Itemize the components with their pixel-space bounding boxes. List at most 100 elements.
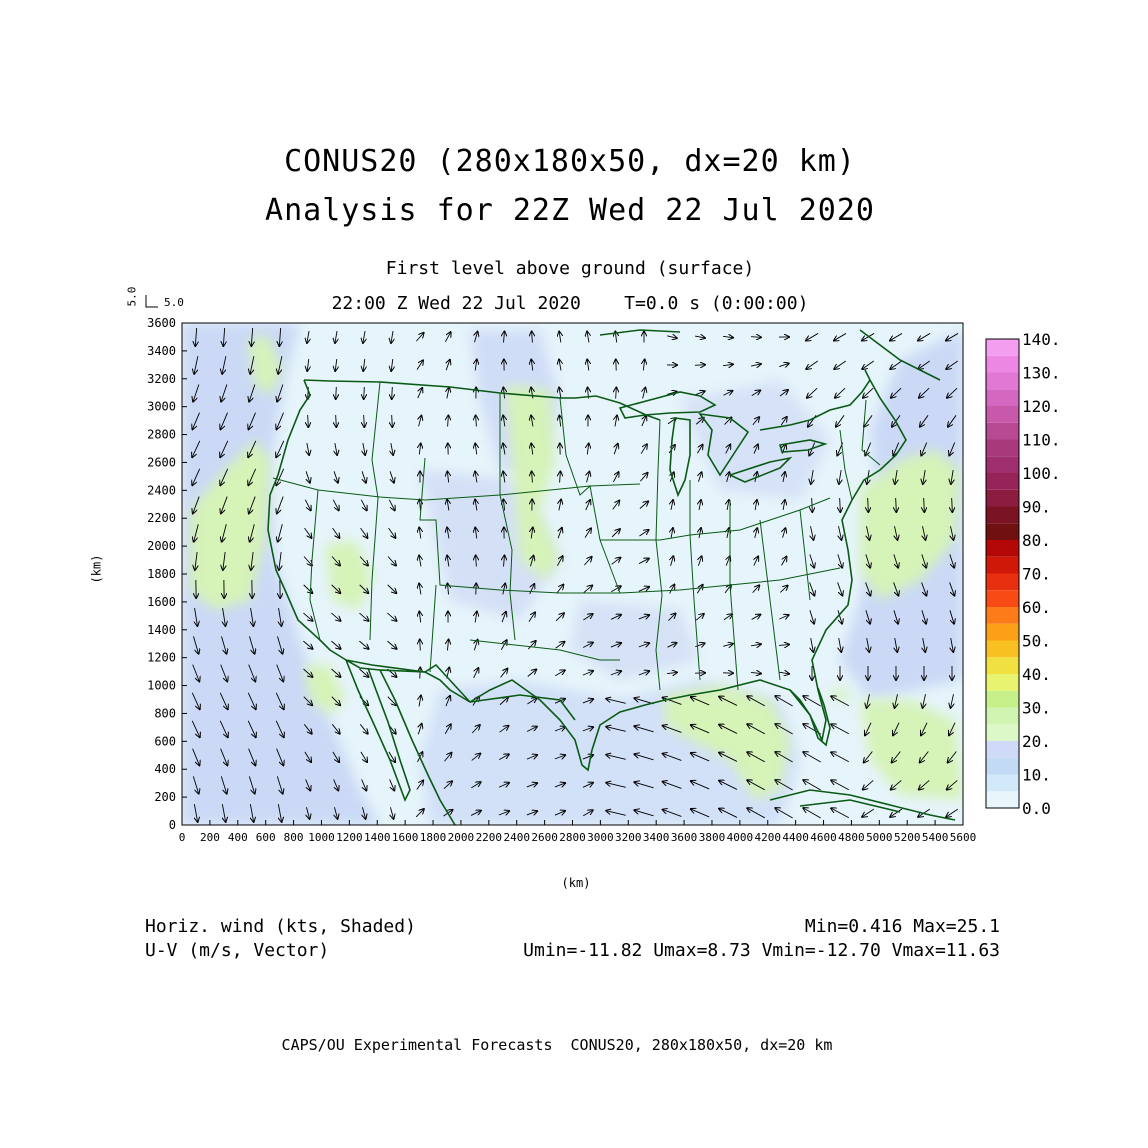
wind-vector bbox=[446, 696, 450, 707]
wind-vector bbox=[498, 783, 509, 788]
wind-vector bbox=[475, 612, 477, 623]
wind-vector bbox=[949, 610, 954, 623]
wind-vector bbox=[554, 727, 565, 731]
wind-vector bbox=[919, 780, 930, 789]
wind-vector bbox=[448, 416, 449, 427]
wind-vector bbox=[918, 333, 931, 340]
wind-vector bbox=[750, 672, 761, 673]
wind-vector bbox=[639, 501, 648, 509]
colorbar-label: 10. bbox=[1022, 766, 1051, 785]
wind-vector bbox=[890, 333, 903, 340]
wind-vector bbox=[671, 528, 673, 539]
colorbar-label: 70. bbox=[1022, 565, 1051, 584]
y-tick-label: 1000 bbox=[147, 679, 176, 693]
wind-vector bbox=[921, 610, 926, 623]
colorbar-swatch bbox=[986, 741, 1019, 758]
wind-vector bbox=[667, 392, 677, 395]
wind-vector bbox=[278, 524, 283, 541]
wind-vector bbox=[864, 415, 873, 426]
wind-vector bbox=[531, 444, 533, 455]
wind-vector bbox=[474, 640, 477, 651]
wind-vector bbox=[610, 615, 621, 620]
wind-vector bbox=[727, 528, 729, 538]
wind-vector bbox=[277, 496, 284, 514]
wind-vector bbox=[502, 612, 506, 623]
wind-vector bbox=[611, 558, 621, 565]
wind-vector bbox=[923, 526, 926, 540]
wind-vector bbox=[503, 416, 505, 427]
wind-vector bbox=[778, 672, 789, 674]
wind-vector bbox=[331, 724, 339, 733]
wind-vector bbox=[663, 810, 682, 817]
wind-vector bbox=[558, 528, 562, 539]
wind-vector bbox=[893, 582, 899, 595]
shaded-field-label: Horiz. wind (kts, Shaded) bbox=[145, 916, 416, 937]
wind-vector bbox=[419, 444, 420, 455]
colorbar-label: 20. bbox=[1022, 732, 1051, 751]
wind-vector bbox=[555, 613, 564, 622]
wind-vector bbox=[666, 672, 677, 673]
wind-vector bbox=[476, 416, 477, 427]
y-tick-label: 2200 bbox=[147, 511, 176, 525]
wind-vector bbox=[615, 416, 617, 427]
wind-vector bbox=[192, 440, 201, 457]
min-max-readout: Min=0.416 Max=25.1 bbox=[804, 916, 1000, 937]
wind-vector bbox=[920, 415, 929, 426]
wind-vector bbox=[722, 336, 733, 337]
wind-vector bbox=[219, 692, 227, 709]
wind-vector bbox=[723, 614, 732, 621]
wind-vector bbox=[528, 612, 535, 622]
colorbar-swatch bbox=[986, 791, 1019, 808]
wind-vector bbox=[895, 470, 897, 484]
wind-vector bbox=[863, 780, 874, 789]
colorbar-swatch bbox=[986, 422, 1019, 440]
wind-vector bbox=[616, 388, 617, 399]
wind-vector bbox=[361, 779, 367, 790]
colorbar-swatch bbox=[986, 355, 1019, 373]
wind-vector bbox=[332, 499, 338, 511]
wind-vector bbox=[559, 388, 561, 399]
wind-vector bbox=[248, 664, 256, 682]
wind-vector bbox=[417, 388, 422, 399]
wind-vector bbox=[719, 809, 738, 818]
x-tick-label: 4600 bbox=[810, 831, 837, 844]
wind-vector bbox=[895, 526, 898, 540]
wind-vector bbox=[363, 443, 365, 455]
wind-vector bbox=[275, 692, 283, 709]
reference-vector bbox=[145, 295, 158, 308]
colorbar-label: 80. bbox=[1022, 531, 1051, 550]
wind-vector bbox=[503, 500, 504, 511]
wind-vector bbox=[248, 776, 254, 793]
wind-vector bbox=[388, 527, 396, 538]
colorbar-swatch bbox=[986, 456, 1019, 473]
wind-vector bbox=[500, 640, 506, 650]
wind-vector bbox=[278, 356, 283, 374]
wind-vector bbox=[362, 807, 365, 819]
x-tick-label: 3000 bbox=[587, 831, 614, 844]
wind-vector bbox=[195, 608, 198, 626]
wind-vector bbox=[694, 365, 705, 366]
wind-vector bbox=[638, 615, 649, 619]
wind-vector bbox=[331, 612, 340, 621]
colorbar-label: 30. bbox=[1022, 699, 1051, 718]
wind-vector bbox=[559, 332, 561, 343]
wind-vector bbox=[727, 500, 729, 511]
y-tick-label: 0 bbox=[169, 818, 176, 832]
wind-vector bbox=[419, 416, 422, 427]
colorbar-swatch bbox=[986, 506, 1019, 524]
wind-vector bbox=[663, 782, 682, 789]
wind-vector bbox=[831, 696, 850, 707]
wind-vector bbox=[663, 754, 682, 761]
wind-vector bbox=[611, 586, 620, 593]
x-tick-label: 2400 bbox=[503, 831, 530, 844]
wind-vector bbox=[503, 444, 505, 455]
wind-vector bbox=[251, 552, 253, 570]
wind-vector bbox=[948, 751, 957, 763]
wind-vector bbox=[695, 391, 704, 395]
great-lakes-superior bbox=[618, 391, 717, 419]
wind-vector bbox=[362, 471, 366, 482]
wind-vector bbox=[335, 331, 337, 343]
wind-vector bbox=[606, 811, 626, 816]
wind-vector bbox=[775, 808, 793, 819]
y-axis: 0 200 400 600 800 1000 1200 1400 1600 1800 2000 220… bbox=[147, 316, 187, 832]
